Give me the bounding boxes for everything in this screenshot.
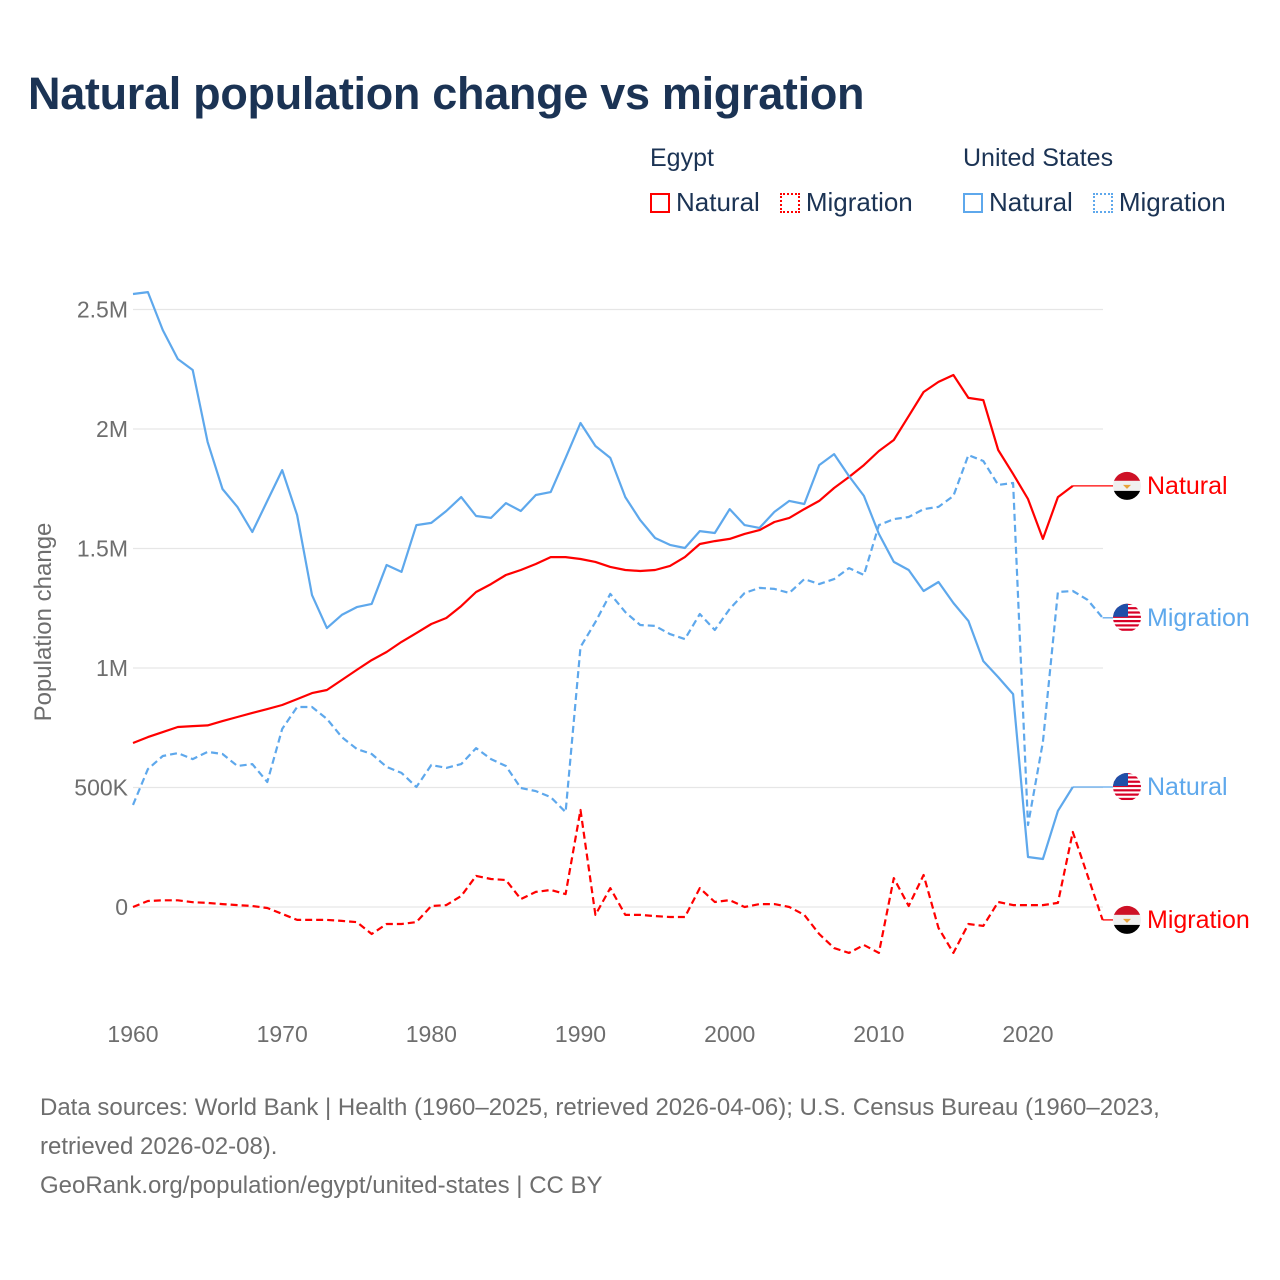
legend-label: Natural [676, 187, 760, 217]
legend-item-egypt-migration[interactable]: Migration [779, 187, 913, 218]
legend-item-us-natural[interactable]: Natural [963, 187, 1073, 218]
end-label-egypt-natural: Natural [1113, 471, 1228, 500]
dotted-swatch-icon [1092, 192, 1113, 213]
flag-canton [1113, 773, 1128, 787]
end-label-text: Migration [1147, 604, 1250, 632]
y-tick-label: 1.5M [77, 536, 128, 562]
series-line-egypt-migration [132, 808, 1104, 954]
end-label-egypt-migration: Migration [1113, 905, 1250, 934]
end-label-united-states-migration: Migration [1113, 603, 1250, 632]
legend-heading: United States [963, 144, 1114, 172]
legend-group-egypt: Egypt Natural Migration [650, 144, 933, 218]
flag-stripe [1113, 793, 1141, 796]
end-label-text: Natural [1147, 773, 1228, 801]
footer: Data sources: World Bank | Health (1960–… [40, 1088, 1250, 1205]
chart-title: Natural population change vs migration [28, 68, 865, 119]
flag-stripe [1113, 905, 1141, 915]
egypt-flag-icon [1113, 905, 1141, 934]
solid-swatch-icon [650, 192, 670, 213]
x-tick-label: 2000 [704, 1021, 755, 1047]
flag-stripe [1113, 789, 1141, 792]
flag-eagle [1123, 918, 1131, 923]
y-tick-label: 2M [96, 416, 128, 442]
flag-stripe [1113, 490, 1141, 500]
y-tick-label: 2.5M [77, 297, 128, 323]
x-tick-label: 1980 [406, 1021, 457, 1047]
us-flag-icon [1113, 773, 1141, 801]
flag-canton [1113, 603, 1128, 617]
y-tick-label: 1M [96, 655, 128, 681]
legend-item-us-migration[interactable]: Migration [1092, 187, 1226, 218]
flag-stripe [1113, 471, 1141, 481]
series-line-united-states-migration [131, 454, 1104, 827]
series-line-united-states-natural [132, 291, 1074, 861]
x-tick-label: 1970 [257, 1021, 308, 1047]
flag-stripe [1113, 924, 1141, 934]
y-tick-label: 0 [115, 894, 128, 920]
dotted-swatch-icon [779, 192, 800, 213]
legend-heading: Egypt [650, 144, 714, 172]
flag-stripe [1113, 797, 1141, 801]
legend-label: Migration [805, 187, 913, 217]
data-sources: Data sources: World Bank | Health (1960–… [40, 1094, 1160, 1160]
x-tick-label: 2020 [1002, 1021, 1053, 1047]
y-axis-label: Population change [30, 523, 57, 722]
solid-swatch-icon [963, 192, 983, 213]
us-flag-icon [1113, 603, 1141, 631]
x-tick-label: 1960 [107, 1021, 158, 1047]
credit-link[interactable]: GeoRank.org/population/egypt/united-stat… [40, 1172, 603, 1199]
y-tick-label: 500K [74, 775, 128, 801]
end-label-united-states-natural: Natural [1113, 773, 1228, 801]
series-line-egypt-natural [132, 373, 1074, 745]
flag-stripe [1113, 620, 1141, 623]
flag-stripe [1113, 628, 1141, 631]
end-label-text: Migration [1147, 906, 1250, 934]
legend-label: Migration [1118, 187, 1226, 217]
flag-stripe [1113, 624, 1141, 627]
end-label-text: Natural [1147, 472, 1228, 500]
flag-eagle [1123, 484, 1131, 489]
x-tick-label: 2010 [853, 1021, 904, 1047]
legend-label: Natural [989, 187, 1073, 217]
egypt-flag-icon [1113, 471, 1141, 500]
x-tick-label: 1990 [555, 1021, 606, 1047]
legend-item-egypt-natural[interactable]: Natural [650, 187, 760, 218]
legend-group-united-states: United States Natural Migration [963, 144, 1226, 218]
